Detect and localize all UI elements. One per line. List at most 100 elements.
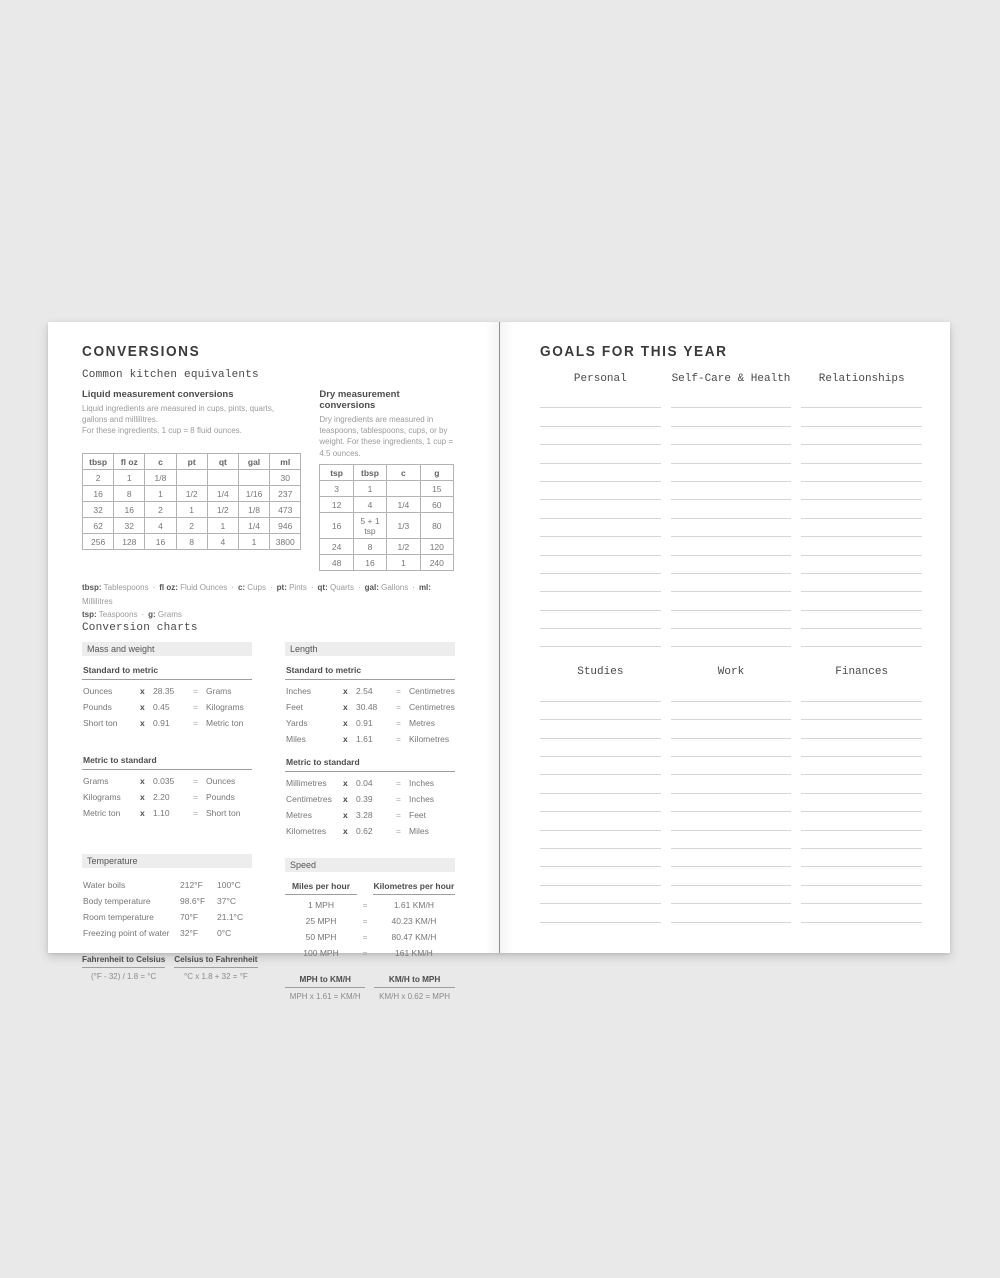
ruled-line [540, 390, 661, 409]
table-cell: 16 [352, 554, 388, 571]
ruled-line [670, 904, 792, 923]
ruled-line [540, 556, 661, 574]
dry-description: Dry ingredients are measured in teaspoon… [319, 414, 454, 464]
table-row: 48 16 1 240 [319, 554, 455, 571]
liquid-heading: Liquid measurement conversions [82, 389, 234, 400]
conversion-to-unit: Kilograms [206, 701, 244, 712]
liquid-description-line: Liquid ingredients are measured in cups,… [82, 404, 275, 425]
ruled-line [801, 390, 922, 409]
table-row: 2 1 1/8 30 [81, 469, 302, 486]
ruled-line [801, 482, 922, 501]
ruled-line [801, 519, 922, 538]
ruled-line [801, 464, 922, 482]
table-cell: 30 [269, 469, 302, 486]
ruled-line [801, 794, 922, 813]
ruled-line [670, 445, 792, 464]
conversion-row: Yards x 0.91 = Metres [285, 715, 455, 731]
multiply-symbol: x [343, 733, 348, 744]
formula-box: KM/H to MPH KM/H x 0.62 = MPH [374, 975, 455, 1001]
goal-section: Studies Work Finances [540, 665, 922, 923]
ruled-line [670, 886, 792, 905]
ruled-line [670, 739, 792, 758]
table-body: 2 1 1/8 30 16 8 1 1/2 1/4 1/16 237 32 16 2 1 1/2 1/8 473 6… [81, 469, 302, 550]
block-heading: Metric to standard [285, 757, 455, 772]
table-cell: 1/4 [206, 485, 239, 502]
conversion-row: Inches x 2.54 = Centimetres [285, 683, 455, 699]
legend-line: tbsp: Tablespoons · fl oz: Fluid Ounces · c:… [82, 583, 431, 606]
temperature-band: Temperature [82, 853, 252, 868]
table-cell [175, 469, 208, 486]
table-head: tbsp fl oz c pt qt gal ml [81, 453, 302, 470]
temperature-label: Freezing point of water [83, 927, 170, 938]
mass-band: Mass and weight [82, 641, 252, 656]
table-header-cell: c [144, 453, 177, 470]
conversion-factor: 0.91 [356, 717, 373, 728]
table-cell: 120 [419, 538, 455, 555]
table-cell: 8 [113, 485, 146, 502]
equals-symbol: = [396, 685, 401, 696]
goal-column-header: Studies [577, 666, 624, 679]
speed-row: 1 MPH = 1.61 KM/H [285, 897, 455, 913]
table-cell: 1/2 [386, 538, 421, 555]
goal-column-header: Finances [835, 666, 889, 679]
ruled-line [540, 886, 661, 905]
table-header-cell: fl oz [113, 453, 146, 470]
table-header-cell: tsp [319, 464, 354, 481]
table-cell: 16 [319, 512, 354, 539]
speed-column-header: Kilometres per hour [373, 881, 455, 895]
table-cell: 1 [352, 480, 388, 497]
conversion-factor: 30.48 [356, 701, 378, 712]
speed-column-header: Miles per hour [285, 881, 357, 895]
table-cell: 1 [206, 517, 239, 534]
ruled-line [540, 427, 661, 446]
conversion-factor: 3.28 [356, 809, 373, 820]
liquid-measurement-table: tbsp fl oz c pt qt gal ml 2 1 1/8 30 16 8 1 1/2 1/4 1/16… [81, 453, 302, 550]
multiply-symbol: x [140, 717, 145, 728]
formula-heading: Fahrenheit to Celsius [82, 955, 166, 968]
ruled-line [801, 427, 922, 446]
table-cell: 60 [419, 496, 455, 513]
legend-separator: · [269, 583, 273, 592]
temperature-fahrenheit: 212°F [180, 879, 203, 890]
conversion-to-unit: Centimetres [409, 685, 455, 696]
table-cell: 16 [113, 501, 146, 518]
table-header-cell: qt [206, 453, 239, 470]
charts-column-right: Length Standard to metric Inches x 2.54 = Ce… [285, 641, 455, 1001]
conversion-factor: 2.54 [356, 685, 373, 696]
conversion-factor: 0.62 [356, 825, 373, 836]
block-heading: Standard to metric [285, 665, 455, 680]
speed-header-spacer [357, 881, 373, 895]
table-cell: 1/8 [144, 469, 177, 486]
legend-term: qt: [317, 583, 328, 592]
conversion-factor: 0.035 [153, 775, 175, 786]
equals-symbol: = [396, 777, 401, 788]
conversion-factor: 0.04 [356, 777, 373, 788]
conversion-from-unit: Feet [286, 701, 304, 712]
table-cell: 15 [419, 480, 455, 497]
ruled-line [670, 757, 792, 776]
conversion-factor: 0.45 [153, 701, 170, 712]
conversion-factor: 2.20 [153, 791, 170, 802]
conversion-from-unit: Grams [83, 775, 109, 786]
conversion-row: Pounds x 0.45 = Kilograms [82, 699, 252, 715]
legend-term: pt: [276, 583, 287, 592]
ruled-line [801, 720, 922, 739]
ruled-line [670, 775, 792, 794]
conversion-row: Grams x 0.035 = Ounces [82, 773, 252, 789]
goals-sections: Personal Self-Care & Health Relationships S… [540, 372, 922, 923]
table-row: 32 16 2 1 1/2 1/8 473 [81, 501, 302, 518]
ruled-line [670, 427, 792, 446]
table-cell: 62 [81, 517, 115, 534]
table-head: tsp tbsp c g [319, 464, 455, 481]
conversion-row: Kilograms x 2.20 = Pounds [82, 789, 252, 805]
table-cell: 48 [319, 554, 354, 571]
conversion-row: Millimetres x 0.04 = Inches [285, 775, 455, 791]
ruled-line [670, 611, 792, 630]
ruled-line [801, 831, 922, 849]
conversion-from-unit: Short ton [83, 717, 118, 728]
multiply-symbol: x [140, 807, 145, 818]
ruled-line [801, 445, 922, 464]
table-header-cell: g [419, 464, 455, 481]
conversion-from-unit: Centimetres [286, 793, 332, 804]
table-cell [386, 480, 421, 497]
